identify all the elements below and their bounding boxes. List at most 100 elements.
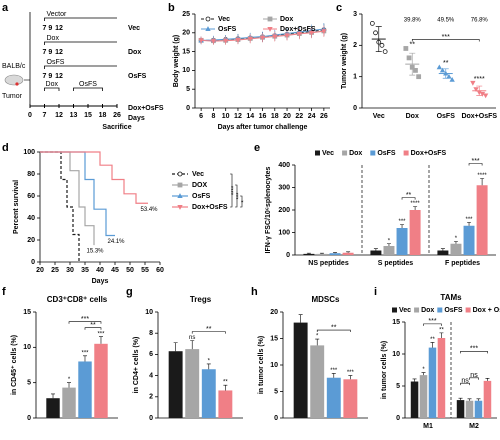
reduction-label: 76.8% (471, 18, 489, 24)
marker (235, 37, 241, 43)
bar (465, 400, 474, 418)
group-label: Dox+OsFS (128, 105, 164, 112)
y-tick-label: 25 (182, 11, 190, 18)
bar (409, 210, 421, 255)
x-tick-label: 20 (283, 113, 291, 120)
significance-label: *** (330, 368, 338, 374)
legend-swatch (403, 150, 409, 156)
x-tick-label: 18 (271, 113, 279, 120)
day-label: 12 (55, 49, 63, 56)
marker (379, 42, 385, 48)
y-tick-label: 0 (286, 252, 290, 259)
y-tick-label: 5 (274, 388, 278, 395)
marker (406, 55, 412, 61)
bar (483, 380, 492, 418)
legend-swatch (342, 150, 348, 156)
significance-label: ** (443, 60, 449, 67)
significance-label: **** (474, 76, 485, 83)
y-tick-label: 15 (182, 48, 190, 55)
significance-label: ns (189, 335, 195, 341)
significance-label: *** (466, 217, 474, 223)
bar (474, 400, 483, 418)
day-label: 7 (43, 25, 47, 32)
y-axis-label: IFN-γ FSC/10⁶splenocytes (265, 166, 272, 253)
panel-label: h (251, 286, 258, 298)
legend-swatch (437, 307, 443, 313)
bar (437, 338, 446, 418)
legend-label: Vec (399, 307, 411, 314)
panel-label: b (168, 2, 175, 14)
error-bar (485, 378, 490, 381)
chart-title: Tregs (190, 295, 212, 304)
legend-swatch (315, 150, 320, 156)
timeline-tick-label: 18 (99, 112, 107, 119)
x-tick-label: OsFS (437, 113, 456, 120)
y-tick-label: 0 (353, 105, 357, 112)
bar (419, 375, 428, 418)
error-bar (440, 248, 445, 251)
bar (383, 246, 395, 255)
y-tick-label: 40 (27, 215, 35, 222)
x-tick-label: 25 (51, 267, 59, 274)
timeline-tick-label: 7 (43, 112, 47, 119)
y-tick-label: 8 (149, 330, 153, 337)
y-axis-label: in tumor cells (%) (381, 341, 388, 399)
x-tick-label: Dox (406, 113, 419, 120)
comparison-label: ** (90, 322, 96, 329)
group-label: Dox (128, 49, 141, 56)
x-tick-label: 40 (96, 267, 104, 274)
y-tick-label: 400 (278, 162, 290, 169)
x-tick-label: 35 (81, 267, 89, 274)
error-bar (442, 68, 449, 79)
y-tick-label: 20 (182, 30, 190, 37)
legend-marker (177, 204, 183, 210)
x-tick-label: 45 (111, 267, 119, 274)
error-bar (476, 85, 483, 96)
legend-swatch (465, 307, 471, 313)
legend-marker (205, 16, 211, 22)
legend-marker (205, 26, 211, 32)
y-tick-label: 100 (23, 149, 35, 156)
x-tick-label: M1 (423, 423, 433, 430)
treatment-label: Vector (47, 11, 68, 18)
legend-marker (177, 182, 183, 188)
bar (78, 361, 92, 418)
y-tick-label: 0 (186, 105, 190, 112)
day-label: 9 (48, 25, 52, 32)
significance-label: * (316, 334, 319, 340)
significance-label: * (68, 377, 71, 383)
legend-marker (177, 193, 183, 199)
chart-title: CD3⁺CD8⁺ cells (47, 295, 108, 304)
panel-label: d (2, 142, 9, 154)
bar (310, 345, 325, 418)
error-bar (439, 332, 444, 338)
bar (410, 381, 419, 418)
error-bar (467, 398, 472, 401)
y-axis-label: Percent survival (13, 180, 20, 234)
tumor-dot (15, 82, 19, 86)
y-tick-label: 20 (270, 309, 278, 316)
bar (476, 185, 488, 255)
comparison-bracket (235, 184, 238, 208)
comparison-label: ns (470, 372, 478, 379)
legend-marker (267, 16, 273, 22)
error-bar (467, 222, 472, 226)
legend-label: Dox+OsFS (280, 26, 316, 33)
error-bar (306, 252, 311, 254)
group-label: OsFS (128, 73, 147, 80)
comparison-label: *** (471, 158, 479, 165)
panel-label: a (2, 2, 9, 14)
comparison-label: *** (237, 192, 243, 200)
x-tick-label: 26 (320, 113, 328, 120)
panel-label: i (374, 286, 377, 298)
x-tick-label: 10 (222, 113, 230, 120)
y-tick-label: 60 (27, 193, 35, 200)
comparison-label: ** (206, 326, 212, 333)
comparison-label: ns (461, 378, 469, 385)
legend-swatch (392, 307, 397, 313)
x-tick-label: 22 (295, 113, 303, 120)
error-bar (480, 178, 485, 186)
legend-marker (267, 26, 273, 32)
error-bar (476, 398, 481, 401)
